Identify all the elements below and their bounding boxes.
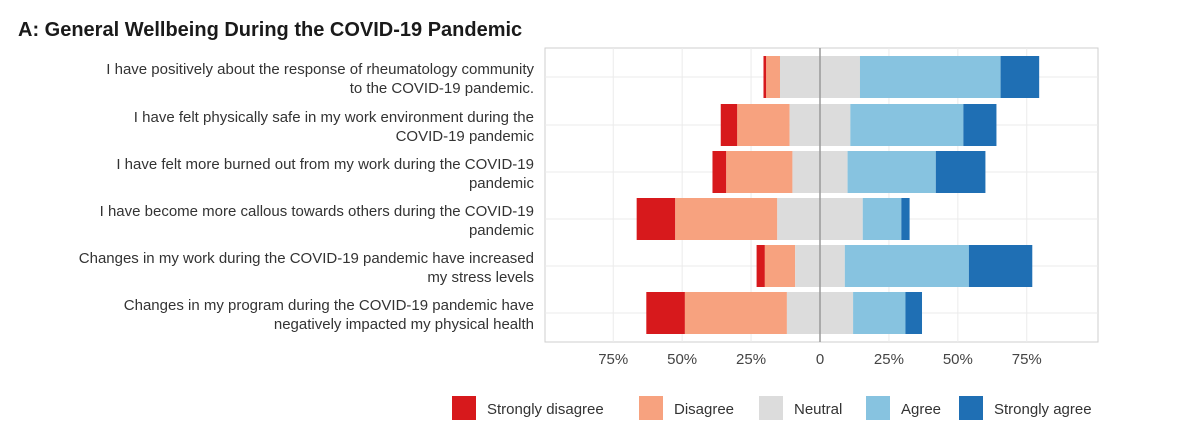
legend-label: Neutral bbox=[794, 401, 842, 418]
bar-segment bbox=[737, 104, 790, 146]
legend-label: Strongly disagree bbox=[487, 401, 604, 418]
x-tick-label: 75% bbox=[1012, 351, 1042, 368]
legend-swatch bbox=[639, 396, 663, 420]
category-label-line: pandemic bbox=[469, 222, 535, 239]
bar-segment bbox=[862, 198, 902, 240]
bar-segment bbox=[766, 56, 781, 98]
category-label-line: Changes in my work during the COVID-19 p… bbox=[79, 250, 534, 267]
bar-segment bbox=[756, 245, 765, 287]
bar-segment bbox=[636, 198, 676, 240]
x-tick-label: 0 bbox=[816, 351, 824, 368]
legend-swatch bbox=[866, 396, 890, 420]
legend-swatch bbox=[959, 396, 983, 420]
legend-label: Agree bbox=[901, 401, 941, 418]
bar-segment bbox=[646, 292, 685, 334]
x-tick-label: 75% bbox=[598, 351, 628, 368]
legend-swatch bbox=[759, 396, 783, 420]
bar-segment bbox=[963, 104, 997, 146]
category-label-line: I have become more callous towards other… bbox=[100, 203, 534, 220]
bar-segment bbox=[712, 151, 727, 193]
category-label-line: to the COVID-19 pandemic. bbox=[350, 80, 534, 97]
legend-label: Strongly agree bbox=[994, 401, 1092, 418]
bar-segment bbox=[763, 56, 767, 98]
category-label-line: negatively impacted my physical health bbox=[274, 316, 534, 333]
bar-segment bbox=[853, 292, 906, 334]
bar-segment bbox=[844, 245, 969, 287]
category-label-line: I have positively about the response of … bbox=[106, 61, 534, 78]
bar-segment bbox=[726, 151, 793, 193]
category-label-line: pandemic bbox=[469, 175, 535, 192]
category-label-line: I have felt physically safe in my work e… bbox=[134, 109, 534, 126]
category-labels: I have positively about the response of … bbox=[79, 61, 535, 333]
bars bbox=[636, 56, 1040, 334]
x-tick-label: 25% bbox=[736, 351, 766, 368]
bar-segment bbox=[764, 245, 796, 287]
legend-swatch bbox=[452, 396, 476, 420]
bar-segment bbox=[859, 56, 1001, 98]
x-tick-label: 25% bbox=[874, 351, 904, 368]
bar-segment bbox=[935, 151, 986, 193]
category-label-line: I have felt more burned out from my work… bbox=[116, 156, 534, 173]
category-label-line: COVID-19 pandemic bbox=[396, 128, 535, 145]
category-label-line: my stress levels bbox=[427, 269, 534, 286]
chart-title: A: General Wellbeing During the COVID-19… bbox=[18, 19, 522, 41]
bar-segment bbox=[901, 198, 910, 240]
bar-segment bbox=[968, 245, 1033, 287]
bar-segment bbox=[905, 292, 923, 334]
legend-label: Disagree bbox=[674, 401, 734, 418]
bar-segment bbox=[720, 104, 738, 146]
legend: Strongly disagree Disagree Neutral Agree Str… bbox=[452, 396, 1092, 420]
x-tick-label: 50% bbox=[667, 351, 697, 368]
x-tick-labels: 75% 50% 25% 0 25% 50% 75% bbox=[598, 351, 1042, 368]
bar-segment bbox=[1000, 56, 1040, 98]
bar-segment bbox=[684, 292, 787, 334]
x-tick-label: 50% bbox=[943, 351, 973, 368]
category-label-line: Changes in my program during the COVID-1… bbox=[124, 297, 534, 314]
bar-segment bbox=[847, 151, 936, 193]
bar-segment bbox=[675, 198, 778, 240]
bar-segment bbox=[850, 104, 964, 146]
